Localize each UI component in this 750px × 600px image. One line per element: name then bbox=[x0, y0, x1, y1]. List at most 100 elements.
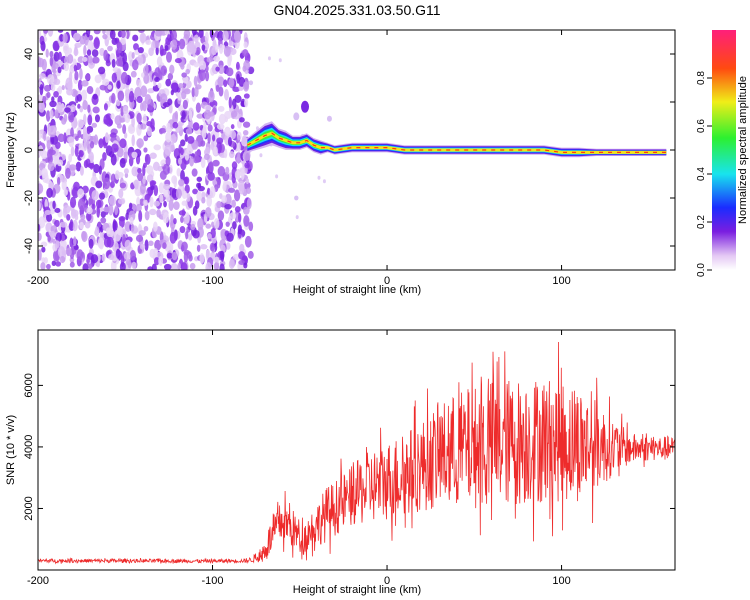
noise-speck bbox=[167, 72, 174, 81]
noise-speck bbox=[149, 180, 157, 186]
noise-speck bbox=[179, 226, 186, 234]
noise-speck bbox=[80, 214, 86, 220]
noise-speck bbox=[56, 176, 61, 186]
y-tick-label: 2000 bbox=[23, 496, 35, 520]
noise-speck bbox=[178, 83, 184, 89]
noise-speck bbox=[240, 168, 245, 181]
noise-speck bbox=[193, 62, 200, 68]
noise-speck bbox=[99, 84, 107, 91]
noise-speck bbox=[241, 135, 247, 146]
noise-speck bbox=[128, 90, 135, 103]
noise-speck bbox=[111, 92, 116, 104]
noise-speck bbox=[174, 57, 182, 64]
noise-speck bbox=[57, 51, 62, 60]
noise-speck bbox=[124, 239, 132, 251]
noise-speck bbox=[91, 49, 99, 58]
noise-speck bbox=[153, 200, 160, 207]
noise-speck bbox=[122, 105, 129, 115]
noise-speck bbox=[112, 220, 118, 233]
noise-speck bbox=[159, 170, 167, 180]
ridge-blob bbox=[294, 195, 299, 201]
noise-speck bbox=[317, 175, 321, 180]
noise-speck bbox=[170, 39, 178, 50]
noise-speck bbox=[242, 65, 247, 72]
noise-speck bbox=[231, 161, 238, 170]
noise-speck bbox=[118, 188, 124, 199]
noise-speck bbox=[163, 263, 172, 270]
x-tick-label: -100 bbox=[202, 275, 224, 287]
snr-x-ticks: -200 -100 0 100 bbox=[27, 330, 571, 587]
colorbar-label: Normalized spectral amplitude bbox=[737, 76, 749, 224]
noise-speck bbox=[228, 96, 232, 109]
noise-speck bbox=[135, 203, 142, 212]
y-tick-label: 4000 bbox=[23, 435, 35, 459]
noise-speck bbox=[166, 252, 173, 259]
noise-speck bbox=[187, 135, 195, 144]
noise-speck bbox=[92, 93, 98, 100]
noise-speck bbox=[100, 217, 107, 224]
noise-speck bbox=[87, 162, 95, 169]
noise-speck bbox=[108, 195, 116, 207]
noise-speck bbox=[154, 67, 161, 78]
noise-speck bbox=[61, 117, 67, 125]
noise-speck bbox=[278, 58, 282, 63]
noise-speck bbox=[167, 34, 171, 43]
noise-speck bbox=[119, 261, 126, 270]
ridge-blob bbox=[301, 100, 310, 113]
noise-speck bbox=[198, 60, 207, 71]
noise-speck bbox=[91, 190, 99, 201]
noise-speck bbox=[61, 84, 65, 91]
noise-speck bbox=[101, 253, 106, 262]
noise-speck bbox=[229, 130, 237, 140]
noise-speck bbox=[110, 132, 117, 139]
noise-speck bbox=[136, 54, 144, 66]
noise-speck bbox=[213, 218, 220, 230]
colorbar-ramp bbox=[712, 30, 736, 270]
noise-speck bbox=[147, 266, 154, 270]
snr-y-label: SNR (10 * v/v) bbox=[5, 415, 17, 485]
noise-speck bbox=[146, 174, 154, 183]
noise-speck bbox=[110, 173, 116, 184]
noise-speck bbox=[52, 62, 59, 70]
noise-speck bbox=[154, 76, 160, 83]
noise-speck bbox=[171, 252, 178, 261]
x-tick-label: -200 bbox=[27, 575, 49, 587]
noise-speck bbox=[74, 214, 79, 221]
noise-speck bbox=[87, 104, 91, 113]
noise-speck bbox=[199, 253, 205, 264]
noise-speck bbox=[73, 116, 78, 128]
noise-speck bbox=[229, 48, 237, 56]
noise-speck bbox=[215, 66, 220, 72]
noise-speck bbox=[76, 249, 84, 261]
noise-speck bbox=[77, 103, 81, 109]
noise-speck bbox=[163, 200, 167, 208]
noise-speck bbox=[120, 37, 126, 45]
noise-speck bbox=[83, 113, 87, 126]
noise-speck bbox=[185, 231, 189, 240]
noise-speck bbox=[144, 153, 151, 165]
noise-speck bbox=[159, 93, 168, 104]
noise-speck bbox=[72, 219, 78, 232]
noise-speck bbox=[186, 192, 191, 202]
noise-speck bbox=[208, 161, 214, 173]
noise-speck bbox=[205, 262, 212, 270]
noise-speck bbox=[170, 262, 178, 270]
noise-speck bbox=[111, 58, 116, 68]
y-tick-label: -20 bbox=[23, 190, 35, 206]
noise-speck bbox=[197, 218, 204, 230]
noise-speck bbox=[105, 227, 111, 235]
noise-speck bbox=[81, 230, 87, 241]
noise-speck bbox=[55, 232, 62, 242]
noise-speck bbox=[136, 112, 142, 124]
noise-speck bbox=[166, 51, 172, 63]
noise-speck bbox=[38, 94, 43, 101]
noise-speck bbox=[233, 189, 241, 202]
ridge-peak bbox=[247, 132, 667, 153]
noise-speck bbox=[94, 74, 102, 84]
noise-speck bbox=[109, 30, 116, 40]
noise-speck bbox=[185, 68, 191, 75]
noise-speck bbox=[57, 85, 63, 95]
noise-speck bbox=[205, 223, 212, 229]
noise-speck bbox=[38, 130, 42, 141]
noise-speck bbox=[70, 104, 76, 112]
